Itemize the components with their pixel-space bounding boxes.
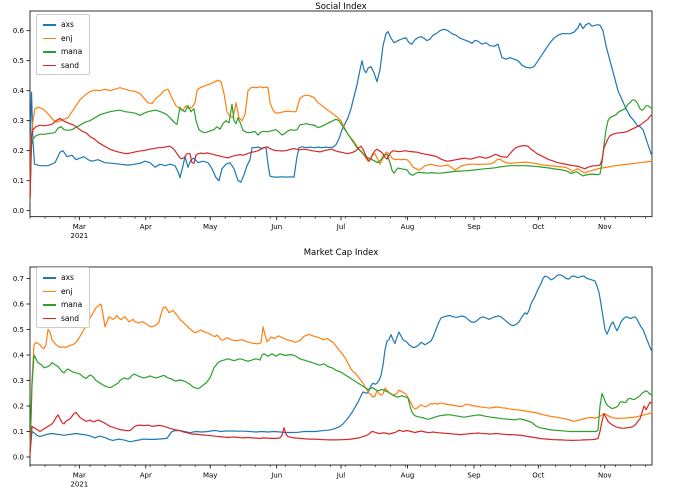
- legend-label-mana: mana: [61, 47, 83, 56]
- enj-line-swatch: [43, 290, 56, 292]
- legend-label-axs: axs: [61, 20, 74, 29]
- x-tick-label: Jul: [336, 472, 346, 480]
- y-tick-label: 0.5: [13, 57, 24, 65]
- x-tick-label: Oct: [532, 472, 544, 480]
- x-tick-label: May: [203, 472, 217, 480]
- x-tick-label: Oct: [532, 223, 544, 231]
- legend-item-axs: axs: [43, 271, 82, 285]
- legend-label-sand: sand: [61, 313, 80, 323]
- legend-item-mana: mana: [43, 298, 82, 312]
- x-tick-label: Apr: [140, 472, 152, 480]
- y-tick-label: 0.5: [13, 326, 24, 334]
- x-tick-label: Mar: [73, 223, 86, 231]
- x-tick-label: Nov: [598, 223, 612, 231]
- x-tick-label: Aug: [401, 223, 415, 231]
- axs-line: [29, 274, 653, 453]
- legend-label-mana: mana: [61, 300, 83, 309]
- y-tick-label: 0.0: [13, 454, 24, 462]
- y-tick-label: 0.1: [13, 177, 24, 185]
- sand-line-swatch: [43, 317, 56, 319]
- y-tick-label: 0.6: [13, 27, 25, 35]
- sand-line-swatch: [43, 64, 56, 66]
- market-cap-index-title: Market Cap Index: [303, 248, 379, 258]
- axs-line-swatch: [43, 24, 56, 26]
- x-tick-label: Mar: [73, 472, 86, 480]
- y-tick-label: 0.0: [13, 207, 24, 215]
- sand-line: [29, 114, 653, 200]
- y-tick-label: 0.6: [13, 301, 25, 309]
- legend-item-mana: mana: [43, 45, 82, 59]
- axs-line-swatch: [43, 277, 56, 279]
- legend-item-axs: axs: [43, 18, 82, 32]
- y-tick-label: 0.2: [13, 403, 24, 411]
- legend-item-enj: enj: [43, 32, 82, 46]
- mana-line-swatch: [43, 304, 56, 306]
- enj-line-swatch: [43, 37, 56, 39]
- sand-line: [29, 401, 653, 455]
- legend-item-enj: enj: [43, 285, 82, 299]
- legend-label-axs: axs: [61, 273, 74, 282]
- y-tick-label: 0.1: [13, 428, 24, 436]
- x-tick-label: Jul: [336, 223, 346, 231]
- y-tick-label: 0.7: [13, 275, 24, 283]
- mana-line: [29, 353, 653, 453]
- legend-social-index: axs enj mana sand: [36, 14, 91, 75]
- x-tick-label: Sep: [467, 223, 481, 231]
- y-tick-label: 0.3: [13, 377, 24, 385]
- axs-line: [29, 22, 653, 183]
- legend-label-sand: sand: [61, 60, 80, 70]
- social-index-title: Social Index: [315, 2, 367, 12]
- x-tick-label: May: [203, 223, 217, 231]
- legend-item-sand: sand: [43, 59, 82, 73]
- x-tick-label: Sep: [467, 472, 481, 480]
- mana-line: [29, 99, 653, 203]
- x-tick-year-label: 2021: [70, 481, 88, 489]
- y-tick-label: 0.3: [13, 117, 24, 125]
- legend-market-cap-index: axs enj mana sand: [36, 267, 91, 328]
- x-tick-year-label: 2021: [70, 232, 88, 240]
- x-tick-label: Apr: [140, 223, 152, 231]
- x-tick-label: Aug: [401, 472, 415, 480]
- x-tick-label: Jun: [270, 472, 282, 480]
- mana-line-swatch: [43, 51, 56, 53]
- enj-line: [29, 79, 653, 197]
- legend-label-enj: enj: [61, 33, 73, 43]
- x-tick-label: Nov: [598, 472, 612, 480]
- y-tick-label: 0.4: [13, 87, 25, 95]
- y-tick-label: 0.2: [13, 147, 24, 155]
- enj-line: [29, 303, 653, 453]
- legend-label-enj: enj: [61, 286, 73, 296]
- legend-item-sand: sand: [43, 312, 82, 326]
- x-tick-label: Jun: [270, 223, 282, 231]
- axes-spines: [29, 266, 653, 466]
- axes-spines: [29, 10, 653, 218]
- y-tick-label: 0.4: [13, 352, 25, 360]
